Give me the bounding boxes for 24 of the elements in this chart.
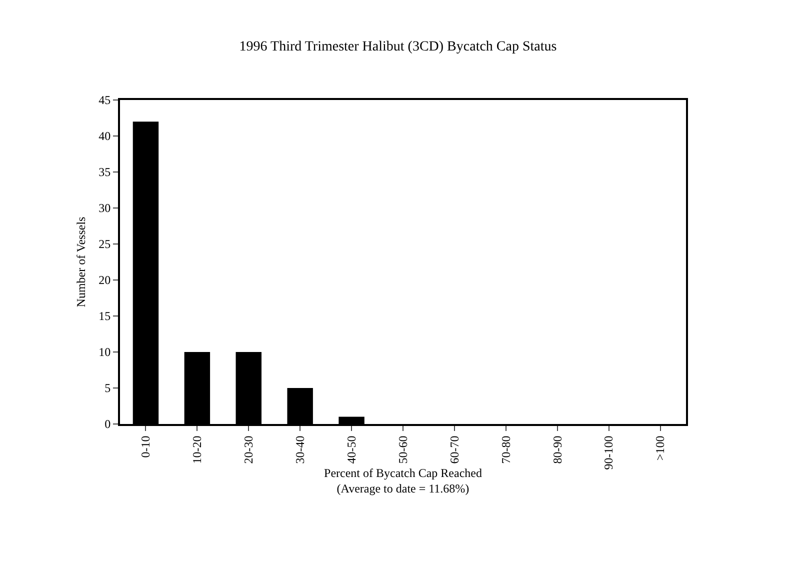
y-tick-label: 10 — [98, 345, 111, 360]
y-tick-label: 35 — [98, 165, 111, 180]
x-tick-label: 80-90 — [550, 436, 564, 464]
x-tick-label: 10-20 — [190, 436, 204, 464]
y-axis-title: Number of Vessels — [74, 216, 88, 308]
x-tick-label: 0-10 — [138, 436, 153, 458]
x-axis-title: Percent of Bycatch Cap Reached (Average to date = 11.68%) — [324, 466, 482, 496]
x-tick-label: >100 — [653, 436, 668, 461]
y-tick-label: 25 — [98, 237, 111, 252]
x-tick-label: 20-30 — [242, 436, 256, 464]
y-tick-label: 5 — [104, 381, 111, 396]
y-tick-label: 20 — [98, 273, 111, 288]
x-tick-label: 90-100 — [602, 436, 616, 470]
y-tick-label: 15 — [98, 309, 111, 324]
chart-title: 1996 Third Trimester Halibut (3CD) Bycatch Cap Status — [239, 40, 557, 55]
x-tick-label: 40-50 — [344, 436, 358, 464]
x-tick-label: 30-40 — [292, 436, 307, 464]
y-tick-label: 0 — [104, 417, 111, 432]
x-tick-label: 60-70 — [447, 436, 462, 464]
x-tick-label: 70-80 — [498, 436, 513, 464]
x-tick-label: 50-60 — [396, 436, 410, 464]
y-tick-label: 30 — [98, 201, 111, 216]
y-tick-label: 40 — [98, 129, 111, 144]
y-tick-label: 45 — [98, 93, 111, 108]
